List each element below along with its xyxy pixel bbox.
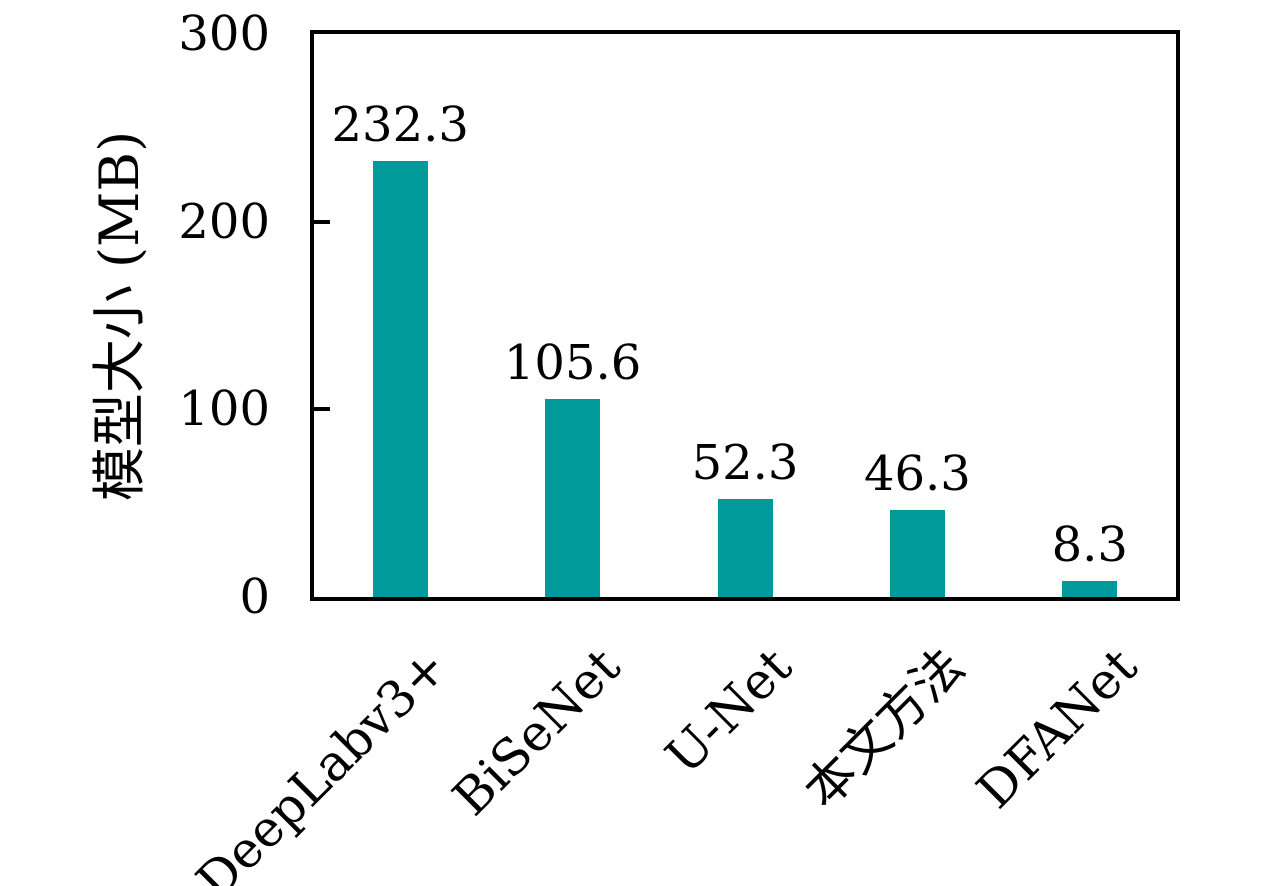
bar-U-Net bbox=[717, 498, 773, 597]
y-tick-label: 200 bbox=[178, 193, 270, 250]
y-axis-label: 模型大小 (MB) bbox=[88, 130, 151, 502]
y-tick-label: 100 bbox=[178, 381, 270, 438]
bar-value-label: 8.3 bbox=[1051, 517, 1128, 574]
bar-value-label: 232.3 bbox=[331, 97, 469, 154]
y-tick-mark bbox=[314, 407, 330, 412]
bar-value-label: 46.3 bbox=[863, 446, 971, 503]
x-category-label: DFANet bbox=[965, 637, 1148, 820]
bar-BiSeNet bbox=[545, 398, 601, 597]
bar-value-label: 105.6 bbox=[503, 334, 642, 391]
y-tick-label: 300 bbox=[178, 6, 270, 62]
bar-value-label: 52.3 bbox=[691, 434, 799, 491]
bar-DFANet bbox=[1062, 581, 1118, 597]
x-category-label: BiSeNet bbox=[441, 637, 631, 827]
bar-DeepLabv3+ bbox=[372, 161, 428, 597]
x-category-label: 本文方法 bbox=[793, 637, 976, 820]
x-category-label: DeepLabv3+ bbox=[185, 637, 459, 886]
x-category-label: U-Net bbox=[654, 637, 804, 786]
y-tick-label: 0 bbox=[239, 569, 270, 625]
y-tick-mark bbox=[314, 219, 330, 224]
bar-本文方法 bbox=[889, 510, 945, 597]
plot-area: 232.3 105.6 52.3 46.3 8.3 bbox=[310, 30, 1180, 601]
